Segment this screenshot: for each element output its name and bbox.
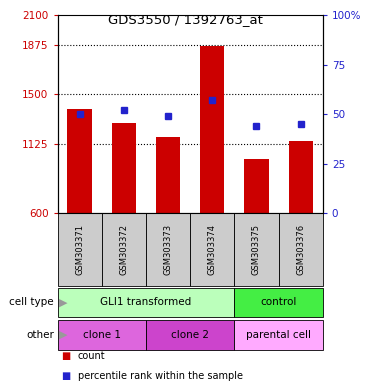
Bar [190,213,234,286]
Bar [279,213,323,286]
Bar [112,123,136,213]
Text: GSM303374: GSM303374 [208,224,217,275]
Text: clone 2: clone 2 [171,330,209,340]
Text: percentile rank within the sample: percentile rank within the sample [78,371,243,381]
Text: GSM303371: GSM303371 [75,224,84,275]
Text: ■: ■ [61,371,70,381]
Bar [234,320,323,350]
Text: clone 1: clone 1 [83,330,121,340]
Bar [200,46,224,213]
Bar [146,213,190,286]
Bar [234,288,323,317]
Text: GSM303375: GSM303375 [252,224,261,275]
Bar [289,141,313,213]
Text: ▶: ▶ [59,330,68,340]
Text: ■: ■ [61,351,70,361]
Text: GSM303373: GSM303373 [164,224,173,275]
Text: ▶: ▶ [59,297,68,308]
Bar [146,320,234,350]
Bar [58,288,234,317]
Text: control: control [260,297,297,308]
Text: other: other [26,330,54,340]
Text: GDS3550 / 1392763_at: GDS3550 / 1392763_at [108,13,263,26]
Bar [58,320,146,350]
Text: GLI1 transformed: GLI1 transformed [100,297,191,308]
Bar [234,213,279,286]
Bar [156,137,180,213]
Text: GSM303376: GSM303376 [296,224,305,275]
Text: parental cell: parental cell [246,330,311,340]
Bar [244,159,269,213]
Text: cell type: cell type [9,297,54,308]
Text: GSM303372: GSM303372 [119,224,128,275]
Bar [102,213,146,286]
Bar [58,213,102,286]
Bar [68,109,92,213]
Text: count: count [78,351,105,361]
